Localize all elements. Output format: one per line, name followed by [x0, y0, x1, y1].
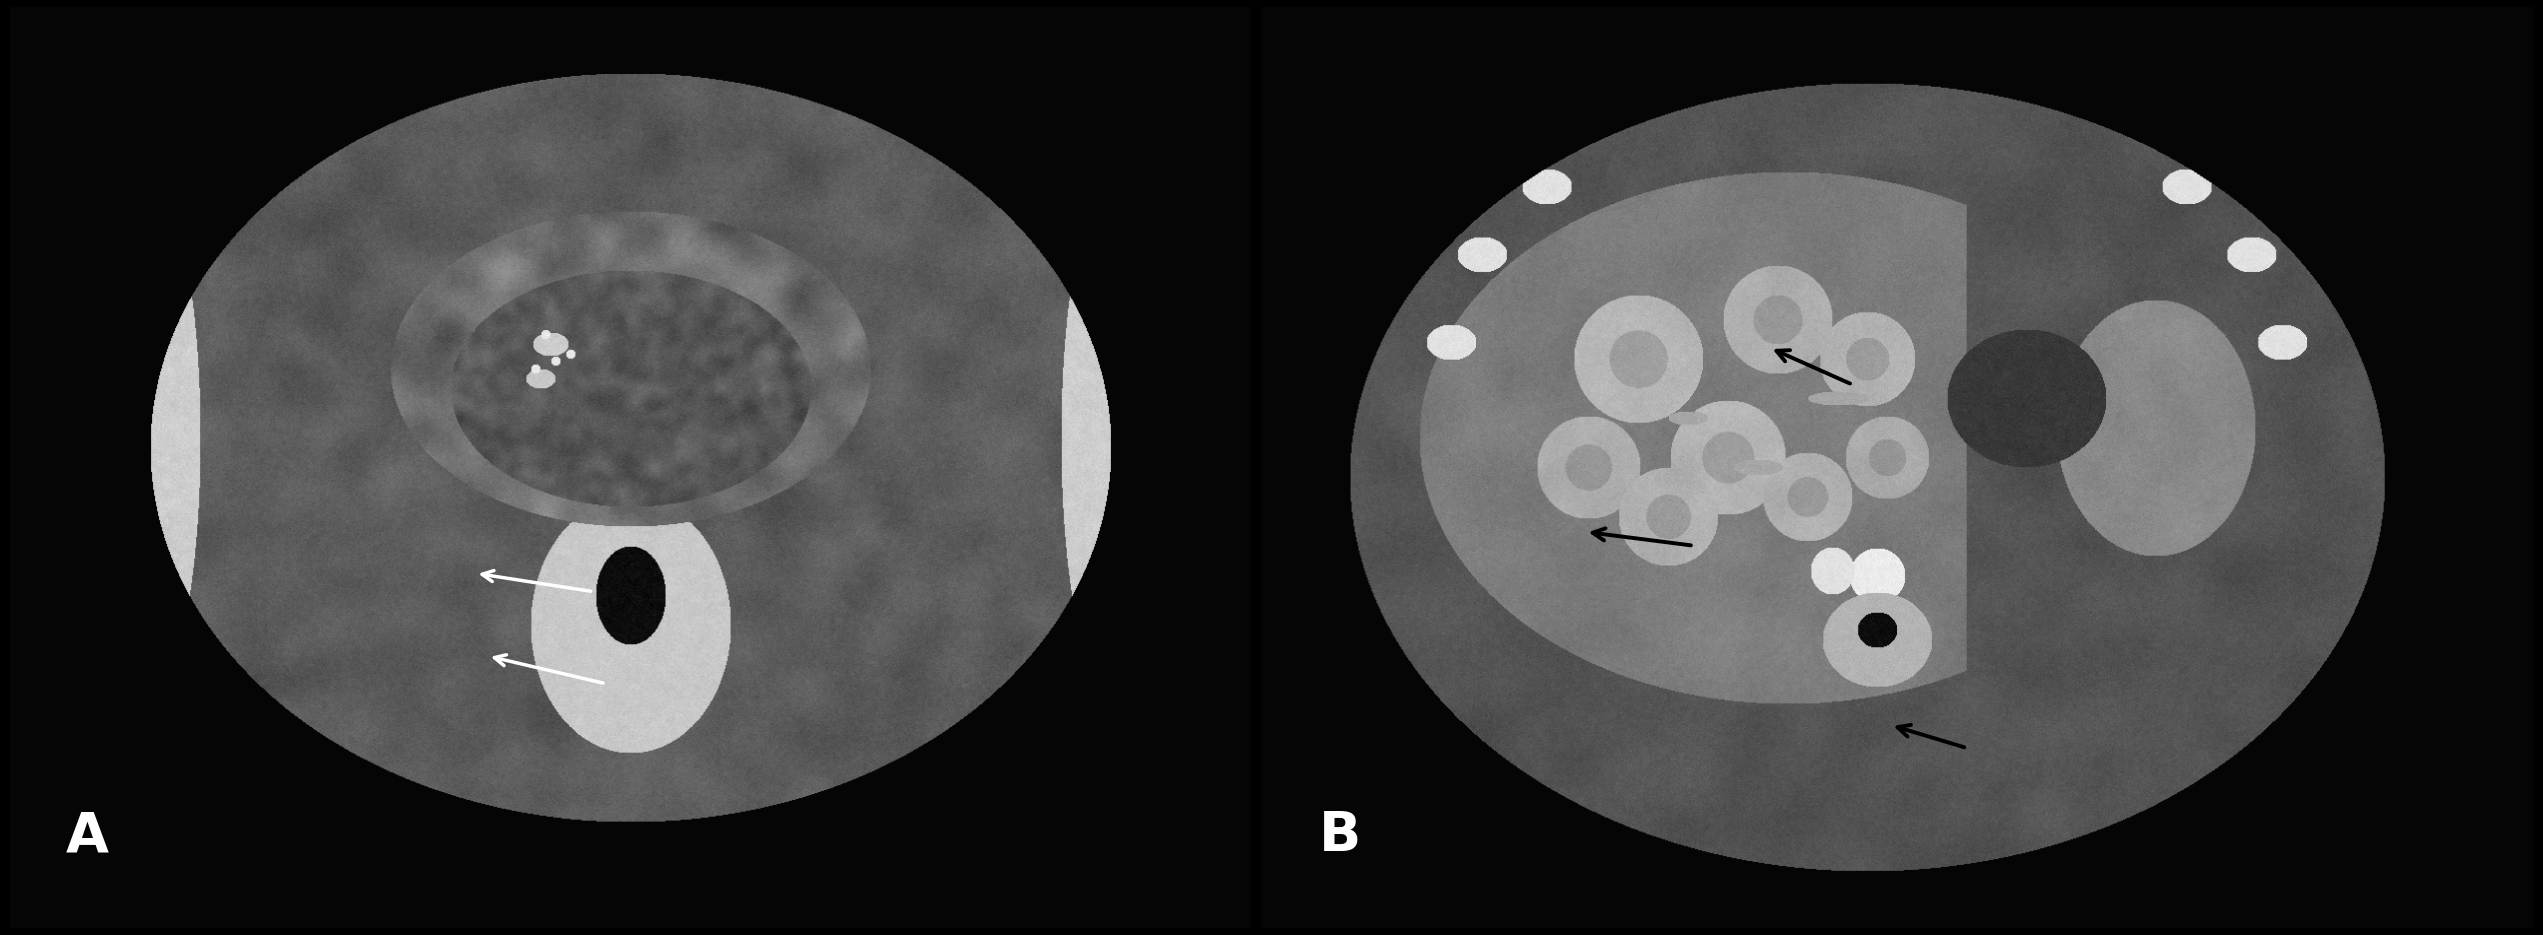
Text: A: A	[66, 809, 109, 863]
Text: B: B	[1317, 809, 1361, 863]
